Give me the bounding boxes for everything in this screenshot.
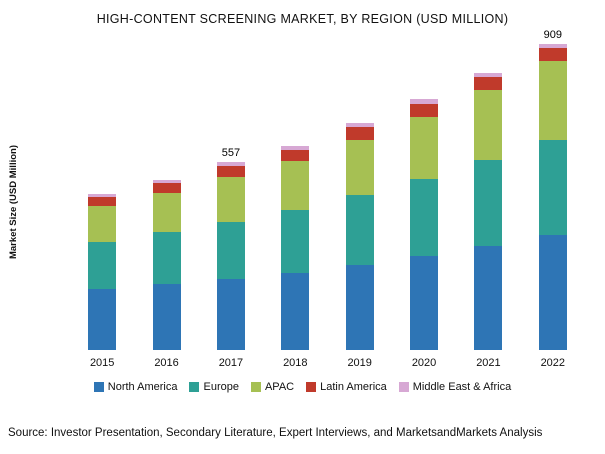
legend-item-middle-east-africa: Middle East & Africa	[398, 381, 512, 393]
bar-segment-north-america	[474, 246, 503, 350]
bar-segment-middle-east-africa	[281, 145, 310, 150]
bar-segment-middle-east-africa	[345, 122, 374, 128]
bar-segment-north-america	[345, 265, 374, 350]
legend-label: North America	[107, 381, 178, 393]
stacked-bar	[152, 179, 181, 350]
legend-swatch	[93, 382, 104, 392]
x-axis-tick-label: 2015	[89, 357, 115, 369]
stacked-bar: 909	[538, 29, 567, 350]
bar-total-label: 557	[221, 147, 241, 160]
bar-column	[456, 40, 520, 350]
legend-swatch	[306, 382, 317, 392]
stacked-bar	[410, 99, 439, 350]
x-axis-tick-label: 2021	[476, 357, 501, 369]
bar-segment-north-america	[281, 272, 310, 350]
x-axis-tick-label: 2016	[154, 357, 179, 369]
bar-segment-latin-america	[538, 48, 567, 62]
bar-column	[70, 40, 134, 350]
y-axis-label: Market Size (USD Million)	[7, 145, 19, 260]
bar-segment-latin-america	[410, 103, 439, 117]
legend-label: Latin America	[320, 381, 387, 393]
bar-segment-north-america	[88, 289, 117, 350]
bar-segment-north-america	[538, 235, 567, 350]
legend-swatch	[250, 382, 261, 392]
x-axis-tick-label: 2022	[540, 357, 566, 369]
bar-segment-latin-america	[281, 149, 310, 162]
bar-segment-middle-east-africa	[538, 43, 567, 49]
source-note: Source: Investor Presentation, Secondary…	[8, 427, 543, 439]
bar-segment-apac	[216, 177, 245, 222]
legend-swatch	[398, 382, 409, 392]
bar-segment-apac	[88, 206, 117, 242]
y-axis-label-container: Market Size (USD Million)	[6, 95, 20, 310]
bar-segment-apac	[281, 161, 310, 211]
bar-segment-apac	[474, 90, 503, 161]
bar-segment-europe	[410, 178, 439, 257]
bar-segment-europe	[152, 232, 181, 285]
plot-area: 557 909	[70, 29, 585, 350]
legend-label: Middle East & Africa	[412, 381, 512, 393]
stacked-bar	[281, 145, 310, 350]
bar-segment-europe	[216, 221, 245, 280]
stacked-bar: 557	[216, 147, 245, 350]
bar-total-label: 909	[543, 28, 562, 41]
bar-column	[392, 40, 456, 350]
bar-column	[135, 40, 199, 350]
chart-title: HIGH-CONTENT SCREENING MARKET, BY REGION…	[96, 12, 509, 26]
legend-label: APAC	[264, 381, 295, 393]
bar-column	[263, 40, 327, 350]
bar-column: 909	[521, 29, 585, 350]
x-axis-tick-label: 2020	[411, 357, 437, 369]
legend-label: Europe	[203, 381, 239, 393]
legend-swatch	[189, 382, 200, 392]
legend-item-latin-america: Latin America	[306, 381, 387, 393]
legend: North America Europe APAC Latin America Midd…	[0, 381, 605, 393]
x-axis-tick-label: 2019	[347, 357, 372, 369]
bar-column	[328, 40, 392, 350]
stacked-bar	[88, 193, 117, 350]
bar-segment-middle-east-africa	[474, 72, 503, 78]
bar-segment-latin-america	[474, 77, 503, 91]
x-axis-tick-label: 2017	[218, 357, 244, 369]
bar-segment-apac	[152, 193, 181, 233]
bar-segment-north-america	[216, 279, 245, 350]
legend-item-north-america: North America	[93, 381, 178, 393]
bar-segment-middle-east-africa	[410, 99, 439, 104]
bar-segment-europe	[538, 140, 567, 236]
bar-column: 557	[199, 40, 263, 350]
bar-segment-north-america	[152, 284, 181, 350]
bar-segment-middle-east-africa	[88, 193, 117, 197]
legend-item-apac: APAC	[250, 381, 295, 393]
legend-item-europe: Europe	[189, 381, 239, 393]
stacked-bar	[474, 72, 503, 350]
stacked-bar	[345, 122, 374, 350]
bar-segment-europe	[345, 195, 374, 266]
bar-segment-apac	[538, 61, 567, 141]
bar-segment-apac	[345, 139, 374, 196]
x-axis: 2015 2016 2017 2018 2019 2020 2021 2022	[70, 357, 585, 369]
bar-segment-europe	[474, 160, 503, 247]
bar-segment-middle-east-africa	[152, 179, 181, 184]
bar-segment-europe	[281, 210, 310, 273]
bar-segment-north-america	[410, 256, 439, 350]
bar-segment-apac	[410, 116, 439, 179]
bar-segment-europe	[88, 241, 117, 290]
x-axis-tick-label: 2018	[283, 357, 308, 369]
bar-segment-latin-america	[152, 183, 181, 194]
bar-segment-latin-america	[345, 127, 374, 140]
bar-segment-latin-america	[88, 196, 117, 207]
bar-segment-middle-east-africa	[216, 162, 245, 167]
bar-segment-latin-america	[216, 166, 245, 178]
